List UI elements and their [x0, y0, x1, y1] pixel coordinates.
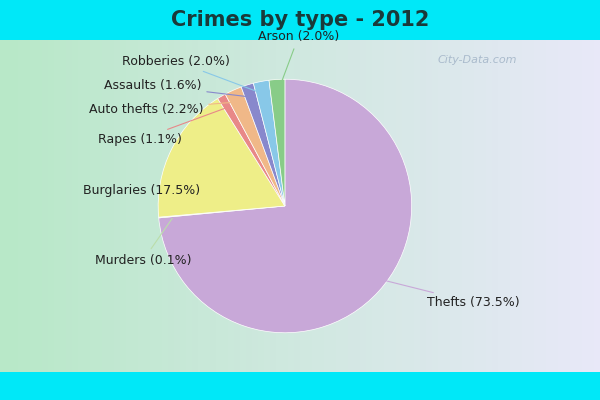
- Wedge shape: [158, 206, 285, 218]
- Text: Burglaries (17.5%): Burglaries (17.5%): [83, 165, 200, 198]
- Wedge shape: [218, 94, 285, 206]
- Wedge shape: [225, 87, 285, 206]
- Text: City-Data.com: City-Data.com: [438, 55, 517, 65]
- Wedge shape: [159, 79, 412, 333]
- Text: Arson (2.0%): Arson (2.0%): [258, 30, 339, 90]
- Text: Rapes (1.1%): Rapes (1.1%): [98, 108, 225, 146]
- Text: Thefts (73.5%): Thefts (73.5%): [362, 275, 520, 309]
- Wedge shape: [241, 83, 285, 206]
- Wedge shape: [158, 98, 285, 217]
- Text: Auto thefts (2.2%): Auto thefts (2.2%): [89, 102, 236, 116]
- Text: Murders (0.1%): Murders (0.1%): [95, 218, 191, 267]
- Text: Crimes by type - 2012: Crimes by type - 2012: [171, 10, 429, 30]
- Text: Assaults (1.6%): Assaults (1.6%): [104, 79, 248, 97]
- Wedge shape: [269, 79, 285, 206]
- Text: Robberies (2.0%): Robberies (2.0%): [122, 55, 261, 93]
- Wedge shape: [253, 80, 285, 206]
